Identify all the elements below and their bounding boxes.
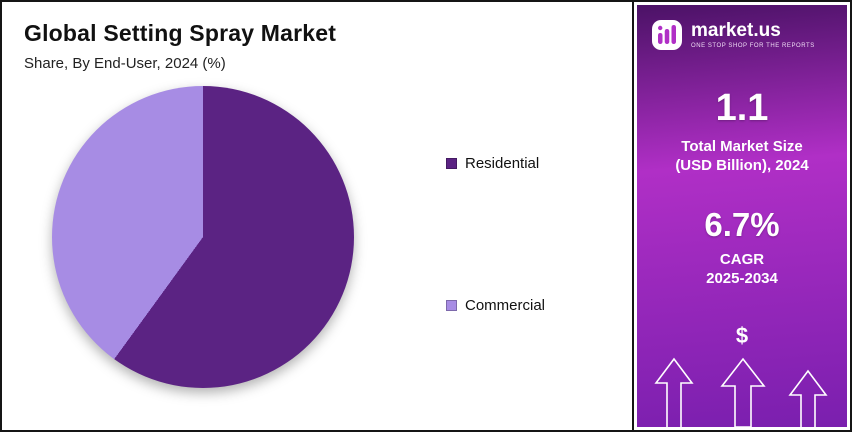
panel-stats: 1.1 Total Market Size (USD Billion), 202… bbox=[637, 87, 847, 289]
cagr-label-line2: 2025-2034 bbox=[706, 270, 778, 287]
up-arrow-icon bbox=[720, 357, 766, 427]
cagr-label: CAGR 2025-2034 bbox=[637, 250, 847, 289]
chart-title: Global Setting Spray Market bbox=[24, 20, 337, 46]
brand-tagline: ONE STOP SHOP FOR THE REPORTS bbox=[691, 42, 815, 49]
brand-header: market.us ONE STOP SHOP FOR THE REPORTS bbox=[637, 5, 847, 59]
total-market-size-label-line1: Total Market Size bbox=[681, 138, 803, 155]
brand-panel: market.us ONE STOP SHOP FOR THE REPORTS … bbox=[637, 5, 847, 427]
legend-label-commercial: Commercial bbox=[465, 296, 546, 314]
brand-text: market.us ONE STOP SHOP FOR THE REPORTS bbox=[691, 21, 815, 49]
legend-swatch-residential bbox=[446, 157, 457, 169]
up-arrow-icon bbox=[654, 357, 694, 427]
market-us-logo-icon bbox=[651, 19, 683, 51]
chart-section: Global Setting Spray Market Share, By En… bbox=[2, 2, 632, 430]
brand-name: market.us bbox=[691, 20, 781, 42]
total-market-size-value: 1.1 bbox=[715, 87, 769, 129]
legend-item-residential: Residential bbox=[446, 155, 545, 172]
total-market-size-label: Total Market Size (USD Billion), 2024 bbox=[637, 138, 847, 176]
chart-subtitle: Share, By End-User, 2024 (%) bbox=[24, 55, 226, 72]
brand-panel-wrap: market.us ONE STOP SHOP FOR THE REPORTS … bbox=[632, 2, 850, 430]
up-arrow-icon bbox=[788, 369, 828, 427]
cagr-value: 6.7% bbox=[704, 205, 780, 243]
chart-legend: Residential Commercial bbox=[446, 86, 545, 376]
pie-chart bbox=[52, 86, 354, 388]
dollar-icon: $ bbox=[735, 323, 749, 348]
legend-swatch-commercial bbox=[446, 299, 457, 311]
cagr-label-line1: CAGR bbox=[719, 250, 765, 268]
legend-item-commercial: Commercial bbox=[446, 297, 545, 314]
chart-body: Residential Commercial bbox=[24, 86, 612, 388]
legend-label-residential: Residential bbox=[465, 154, 540, 172]
total-market-size-label-line2: (USD Billion), 2024 bbox=[675, 156, 809, 174]
